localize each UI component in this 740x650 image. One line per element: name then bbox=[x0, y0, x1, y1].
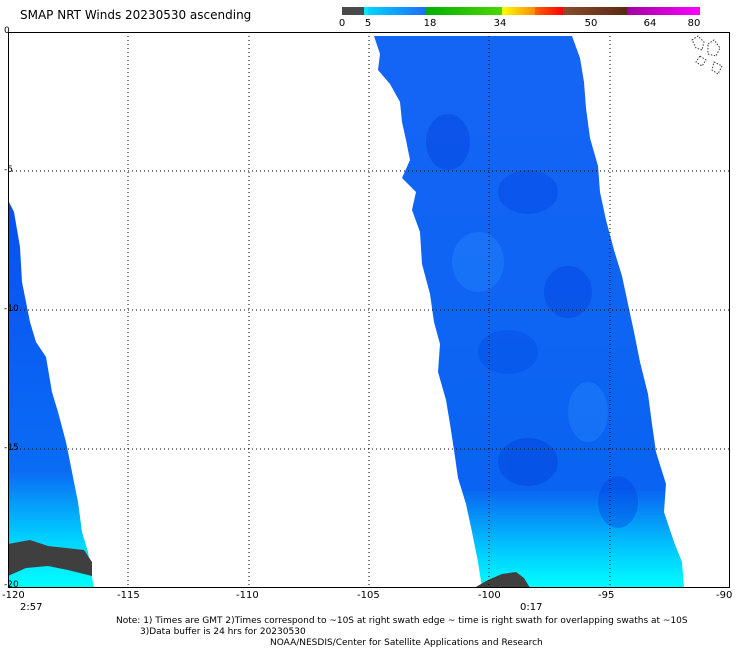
map-panel bbox=[8, 32, 730, 588]
left-swath-land bbox=[8, 540, 92, 576]
note-line-3: NOAA/NESDIS/Center for Satellite Applica… bbox=[270, 638, 543, 648]
x-tick-110: -110 bbox=[236, 590, 259, 601]
wind-swath-map bbox=[8, 32, 730, 588]
y-tick-15: -15 bbox=[4, 443, 19, 453]
map-frame bbox=[8, 32, 730, 588]
x-tick-95: -95 bbox=[598, 590, 615, 601]
time-label-right: 0:17 bbox=[520, 602, 543, 613]
colorbar-label-18: 18 bbox=[423, 18, 437, 29]
x-tick-115: -115 bbox=[117, 590, 140, 601]
note-line-2: 3)Data buffer is 24 hrs for 20230530 bbox=[140, 627, 306, 637]
colorbar-label-5: 5 bbox=[364, 18, 372, 29]
time-label-left: 2:57 bbox=[20, 602, 43, 613]
colorbar-label-34: 34 bbox=[493, 18, 507, 29]
right-swath bbox=[374, 36, 684, 588]
right-swath-texture bbox=[426, 114, 638, 528]
right-swath-land bbox=[474, 572, 530, 588]
y-tick-10: -10 bbox=[4, 304, 19, 314]
colorbar-gradient bbox=[342, 7, 700, 15]
note-line-1: Note: 1) Times are GMT 2)Times correspon… bbox=[116, 616, 688, 626]
map-grid bbox=[8, 32, 730, 588]
left-swath bbox=[8, 200, 94, 588]
colorbar-label-80: 80 bbox=[687, 18, 701, 29]
wind-speed-colorbar: 0 5 18 34 50 64 80 bbox=[338, 6, 701, 30]
y-tick-20: -20 bbox=[4, 580, 19, 590]
y-tick-5: -5 bbox=[4, 165, 13, 175]
x-tick-100: -100 bbox=[478, 590, 501, 601]
map-title: SMAP NRT Winds 20230530 ascending bbox=[20, 8, 252, 22]
x-tick-90: -90 bbox=[716, 590, 733, 601]
colorbar-label-0: 0 bbox=[338, 18, 346, 29]
y-tick-0: 0 bbox=[4, 26, 10, 36]
colorbar-label-50: 50 bbox=[584, 18, 598, 29]
colorbar-label-64: 64 bbox=[643, 18, 657, 29]
island-outline bbox=[691, 35, 723, 75]
x-tick-105: -105 bbox=[357, 590, 380, 601]
x-tick-120: -120 bbox=[2, 590, 25, 601]
